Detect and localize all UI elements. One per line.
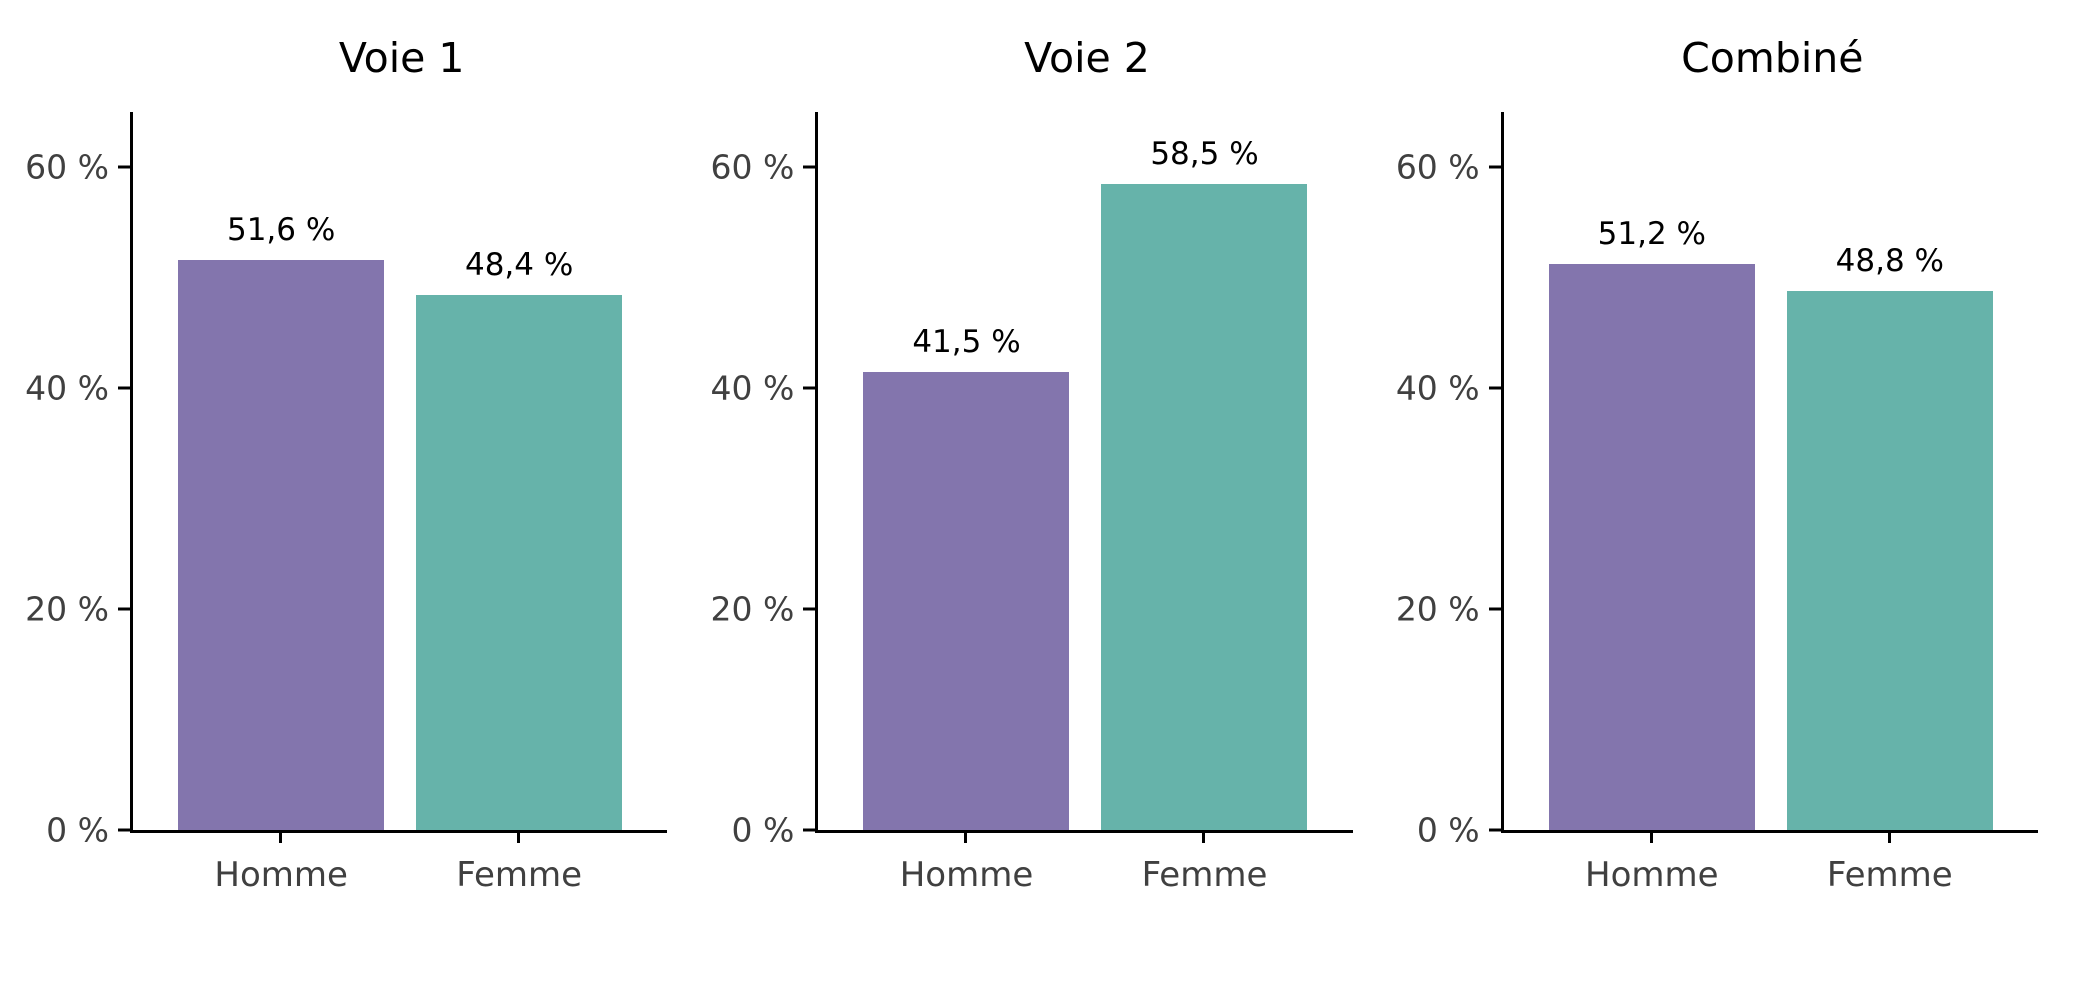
- bar-value-label: 51,6 %: [226, 212, 336, 249]
- y-tick-mark: [1488, 828, 1501, 832]
- bar-homme: [178, 260, 385, 830]
- bar-value-label: 48,4 %: [464, 247, 574, 284]
- bars-row: 41,5 % Homme 58,5 % Femme: [818, 112, 1352, 892]
- bar-group-femme: 58,5 % Femme: [1101, 112, 1308, 892]
- bar-value-label: 41,5 %: [912, 323, 1021, 360]
- x-category-label: Femme: [456, 855, 583, 895]
- plot-area: 0 % 20 % 40 % 60 % 51,6 % Homme 48,4 % F…: [25, 112, 668, 892]
- x-tick-mark: [279, 833, 283, 843]
- x-category-label: Homme: [1585, 855, 1719, 895]
- bars-row: 51,6 % Homme 48,4 % Femme: [133, 112, 667, 892]
- y-tick-mark: [803, 607, 816, 611]
- bar-femme: [416, 295, 623, 830]
- chart-title: Combiné: [1681, 34, 1864, 82]
- bar-value-label: 51,2 %: [1597, 216, 1706, 253]
- y-tick-label: 0 %: [731, 810, 795, 850]
- y-tick-mark: [1488, 386, 1501, 390]
- x-category-label: Homme: [899, 855, 1034, 895]
- chart-panel-voie-1: Voie 1 0 % 20 % 40 % 60 % 51,6 % Homme 4…: [25, 20, 673, 1007]
- x-tick-mark: [1887, 833, 1891, 843]
- bar-value-label: 58,5 %: [1150, 135, 1259, 172]
- bar-group-homme: 51,2 % Homme: [1548, 112, 1755, 892]
- x-tick-mark: [1649, 833, 1653, 843]
- bar-value-label: 48,8 %: [1835, 242, 1944, 279]
- chart-panel-voie-2: Voie 2 0 % 20 % 40 % 60 % 41,5 % Homme 5…: [710, 20, 1358, 1007]
- bars-row: 51,2 % Homme 48,8 % Femme: [1504, 112, 2038, 892]
- x-tick-mark: [964, 833, 968, 843]
- bar-femme: [1786, 290, 1993, 830]
- bar-group-femme: 48,8 % Femme: [1786, 112, 1993, 892]
- y-tick-label: 20 %: [1395, 589, 1480, 629]
- plot-area: 0 % 20 % 40 % 60 % 41,5 % Homme 58,5 % F…: [710, 112, 1353, 892]
- chart-title: Voie 1: [338, 34, 465, 82]
- y-tick-label: 40 %: [1395, 368, 1480, 408]
- y-tick-mark: [118, 828, 130, 832]
- bar-group-femme: 48,4 % Femme: [416, 112, 623, 892]
- chart-panel-combine: Combiné 0 % 20 % 40 % 60 % 51,2 % Homme …: [1396, 20, 2044, 1007]
- y-tick-label: 60 %: [1395, 147, 1480, 187]
- y-tick-mark: [803, 386, 816, 390]
- chart-title: Voie 2: [1024, 34, 1150, 82]
- y-tick-label: 40 %: [25, 368, 109, 408]
- y-tick-mark: [1488, 607, 1501, 611]
- x-tick-mark: [1202, 833, 1206, 843]
- y-tick-mark: [118, 386, 130, 390]
- bar-group-homme: 41,5 % Homme: [863, 112, 1070, 892]
- y-tick-mark: [118, 607, 130, 611]
- y-tick-mark: [1488, 165, 1501, 169]
- x-category-label: Femme: [1141, 855, 1268, 895]
- y-tick-mark: [803, 165, 816, 169]
- x-category-label: Homme: [214, 855, 348, 895]
- y-tick-label: 60 %: [25, 147, 109, 187]
- y-tick-label: 0 %: [1416, 810, 1480, 850]
- y-tick-label: 0 %: [46, 810, 109, 850]
- y-tick-mark: [803, 828, 816, 832]
- bar-group-homme: 51,6 % Homme: [178, 112, 385, 892]
- y-tick-label: 40 %: [710, 368, 795, 408]
- bar-femme: [1101, 183, 1308, 830]
- y-tick-mark: [118, 165, 130, 169]
- x-category-label: Femme: [1826, 855, 1953, 895]
- plot-area: 0 % 20 % 40 % 60 % 51,2 % Homme 48,8 % F…: [1396, 112, 2038, 892]
- y-tick-label: 20 %: [25, 589, 109, 629]
- bar-homme: [1548, 264, 1755, 830]
- x-tick-mark: [517, 833, 521, 843]
- y-tick-label: 20 %: [710, 589, 795, 629]
- bar-homme: [863, 371, 1070, 830]
- y-tick-label: 60 %: [710, 147, 795, 187]
